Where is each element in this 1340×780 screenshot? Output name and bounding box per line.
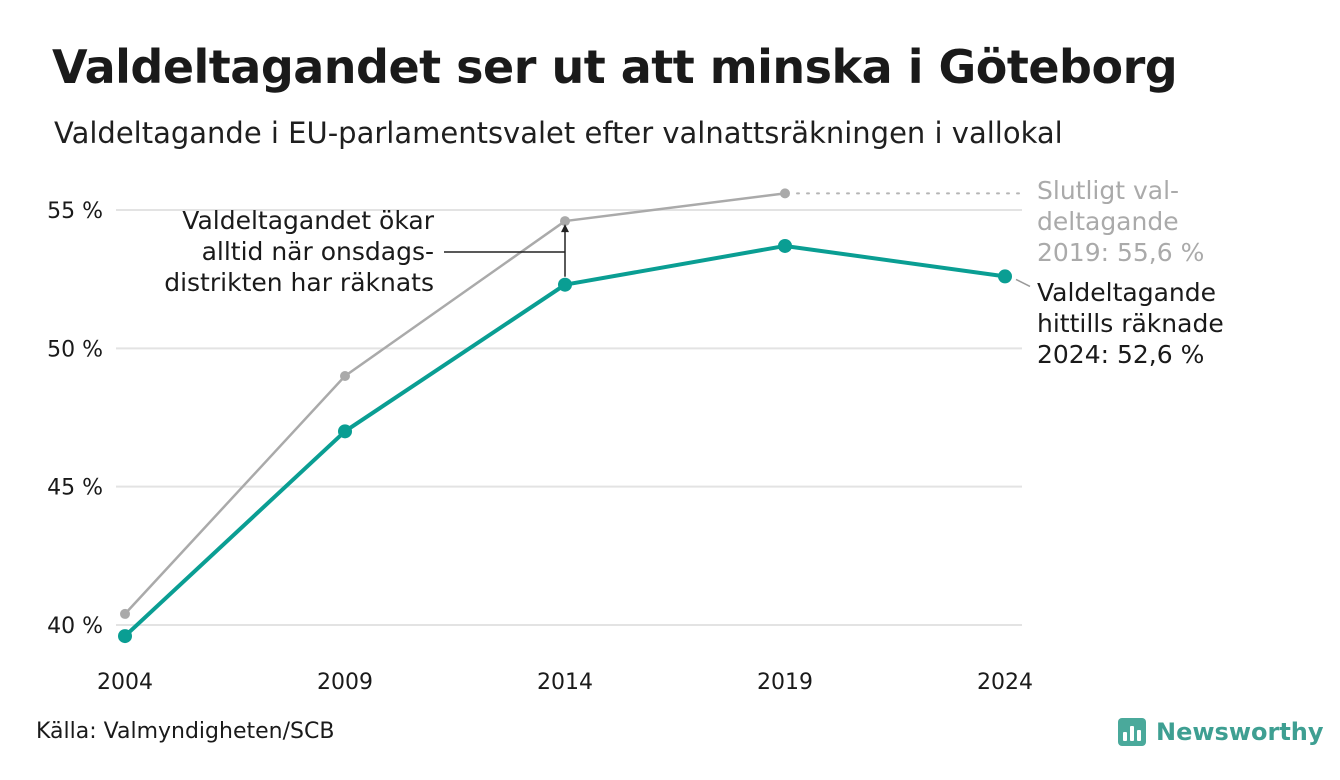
y-tick-label: 50 % <box>47 337 103 362</box>
final-turnout-point <box>780 188 790 199</box>
counted-turnout-point <box>778 238 792 253</box>
x-tick-label: 2019 <box>757 670 813 695</box>
annotation-final-2019: Slutligt val-deltagande 2019: 55,6 % <box>1037 176 1204 267</box>
x-tick-label: 2014 <box>537 670 593 695</box>
logo-text: Newsworthy <box>1156 718 1324 746</box>
counted-turnout-point <box>338 424 352 439</box>
chart-title: Valdeltagandet ser ut att minska i Göteb… <box>52 40 1178 94</box>
counted-turnout-line <box>123 243 1006 638</box>
counted-2024-connector <box>1015 278 1031 288</box>
final-turnout-point <box>120 608 130 619</box>
y-tick-label: 45 % <box>47 476 103 501</box>
final-turnout-line <box>124 192 786 615</box>
counted-turnout-point <box>558 277 572 292</box>
source-note: Källa: Valmyndigheten/SCB <box>36 719 335 744</box>
x-tick-label: 2004 <box>97 670 153 695</box>
y-tick-label: 55 % <box>47 199 103 224</box>
chart-subtitle: Valdeltagande i EU-parlamentsvalet efter… <box>54 116 1063 150</box>
counted-turnout-point <box>118 629 132 644</box>
counted-turnout-point <box>998 269 1012 284</box>
arrow-head <box>561 224 569 233</box>
x-tick-label: 2024 <box>977 670 1033 695</box>
x-tick-label: 2009 <box>317 670 373 695</box>
newsworthy-bar-chart-icon <box>1118 718 1146 746</box>
final-turnout-point <box>560 216 570 227</box>
y-tick-label: 40 % <box>47 614 103 639</box>
newsworthy-logo: Newsworthy <box>1118 712 1324 752</box>
annotation-increase: Valdeltagandet ökar alltid när onsdags-di… <box>164 206 434 297</box>
annotation-counted-2024: Valdeltagande hittills räknade 2024: 52,6 … <box>1037 278 1224 369</box>
final-turnout-point <box>340 371 350 381</box>
